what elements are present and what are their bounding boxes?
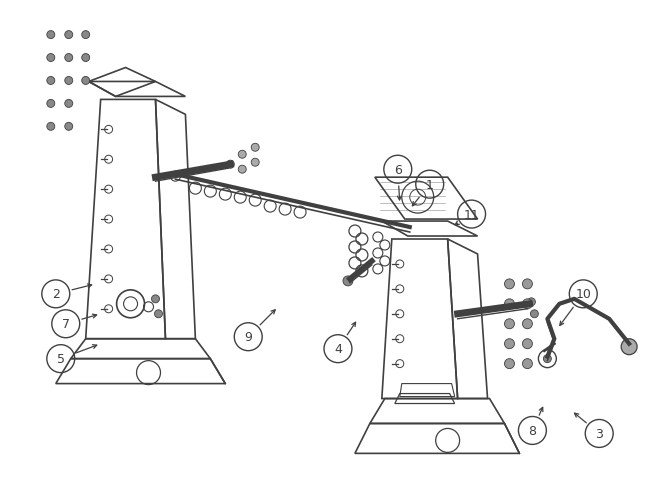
Circle shape xyxy=(523,299,533,309)
Circle shape xyxy=(504,339,514,349)
Circle shape xyxy=(527,298,535,306)
Text: 6: 6 xyxy=(394,163,402,176)
Circle shape xyxy=(65,32,73,39)
Circle shape xyxy=(531,310,538,318)
Text: 4: 4 xyxy=(334,342,342,356)
Circle shape xyxy=(504,319,514,329)
Circle shape xyxy=(151,295,159,303)
Circle shape xyxy=(523,359,533,369)
Circle shape xyxy=(47,123,55,131)
Text: 10: 10 xyxy=(575,288,591,300)
Circle shape xyxy=(65,54,73,62)
Circle shape xyxy=(82,54,90,62)
Text: 5: 5 xyxy=(57,352,65,365)
Circle shape xyxy=(252,159,259,167)
Circle shape xyxy=(82,77,90,85)
Text: 2: 2 xyxy=(52,288,60,300)
Circle shape xyxy=(47,54,55,62)
Text: 3: 3 xyxy=(595,427,603,440)
Circle shape xyxy=(252,144,259,152)
Circle shape xyxy=(523,279,533,289)
Text: 9: 9 xyxy=(244,331,252,344)
Circle shape xyxy=(238,151,246,159)
Circle shape xyxy=(504,299,514,309)
Circle shape xyxy=(65,123,73,131)
Text: 1: 1 xyxy=(426,178,434,191)
Circle shape xyxy=(504,359,514,369)
Circle shape xyxy=(47,77,55,85)
Circle shape xyxy=(343,276,353,286)
Circle shape xyxy=(621,339,637,355)
Circle shape xyxy=(155,310,162,318)
Circle shape xyxy=(47,32,55,39)
Circle shape xyxy=(523,339,533,349)
Circle shape xyxy=(65,100,73,108)
Circle shape xyxy=(65,77,73,85)
Text: 11: 11 xyxy=(464,208,479,221)
Circle shape xyxy=(544,355,552,363)
Circle shape xyxy=(47,100,55,108)
Circle shape xyxy=(523,319,533,329)
Circle shape xyxy=(238,166,246,174)
Circle shape xyxy=(82,32,90,39)
Circle shape xyxy=(504,279,514,289)
Text: 7: 7 xyxy=(62,318,70,331)
Text: 8: 8 xyxy=(529,424,536,437)
Circle shape xyxy=(226,161,234,169)
